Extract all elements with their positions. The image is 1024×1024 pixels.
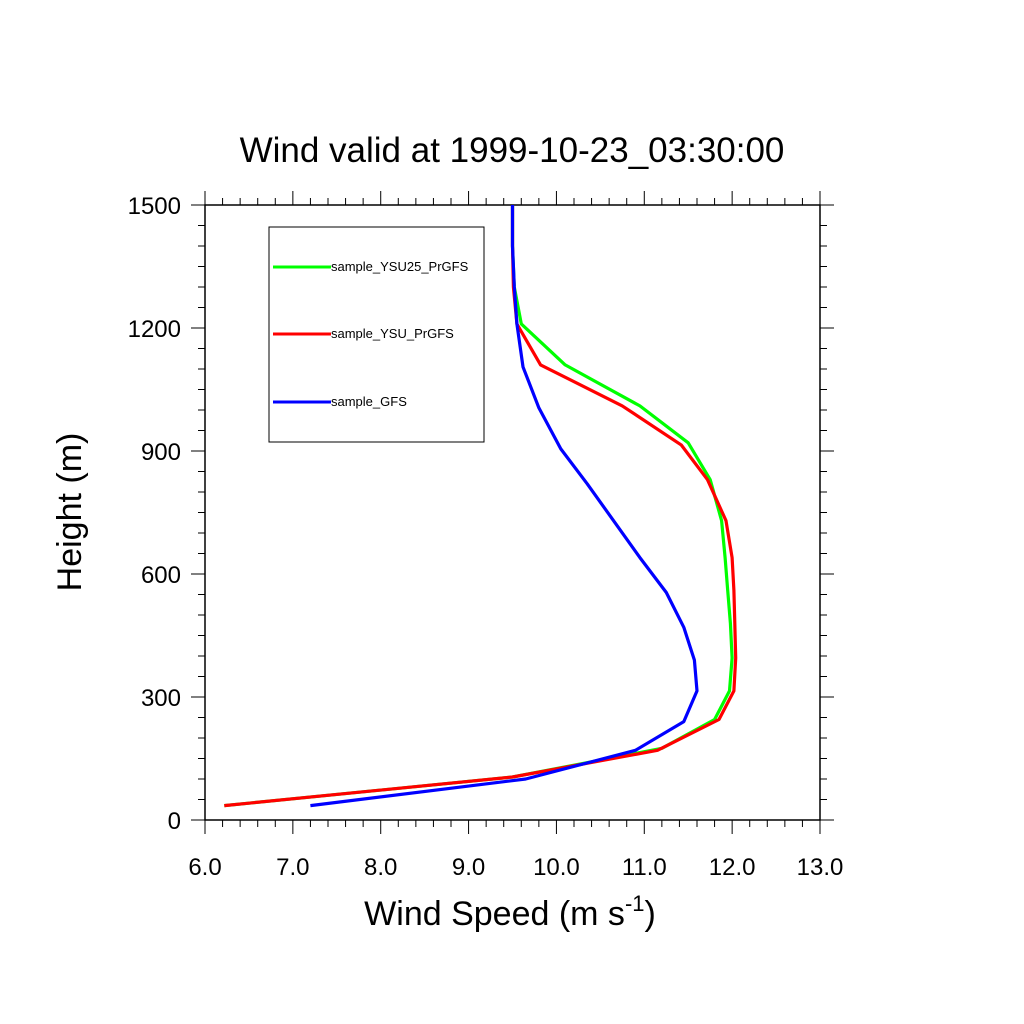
y-tick-label: 1500 [128,193,181,220]
x-tick-label: 12.0 [709,854,756,881]
x-axis-title-superscript: -1 [625,891,645,916]
axis-ticks [191,191,834,834]
x-tick-label: 9.0 [452,854,485,881]
x-tick-label: 13.0 [797,854,844,881]
x-axis-title: Wind Speed (m s-1) [364,891,656,933]
x-tick-label: 11.0 [622,854,667,881]
legend-box [268,226,485,443]
y-tick-label: 1200 [128,316,181,343]
x-tick-label: 8.0 [364,854,397,881]
y-tick-label: 0 [168,808,181,835]
y-tick-label: 300 [141,685,181,712]
x-axis-title-suffix: ) [645,895,656,933]
x-tick-label: 7.0 [276,854,309,881]
y-axis-title: Height (m) [51,433,89,592]
legend: sample_YSU25_PrGFS sample_YSU_PrGFSsample… [268,226,485,443]
axis-tick-labels: 6.0 7.0 8.0 9.0 10.0 11.0 12.0 13.0 0 300 600 900 12… [128,193,844,881]
legend-label-sample_YSU_PrGFS: sample_YSU_PrGFS [331,326,454,341]
series-line-sample_YSU25_PrGFS [224,205,734,808]
legend-label-sample_GFS: sample_GFS [331,394,407,409]
chart-title: Wind valid at 1999-10-23_03:30:00 [240,131,785,170]
x-tick-label: 10.0 [533,854,580,881]
x-tick-label: 6.0 [188,854,221,881]
series-lines [224,205,738,808]
series-line-sample_GFS [310,205,699,808]
y-tick-label: 600 [141,562,181,589]
y-tick-label: 900 [141,439,181,466]
legend-label-sample_YSU25_PrGFS: sample_YSU25_PrGFS [331,259,469,274]
